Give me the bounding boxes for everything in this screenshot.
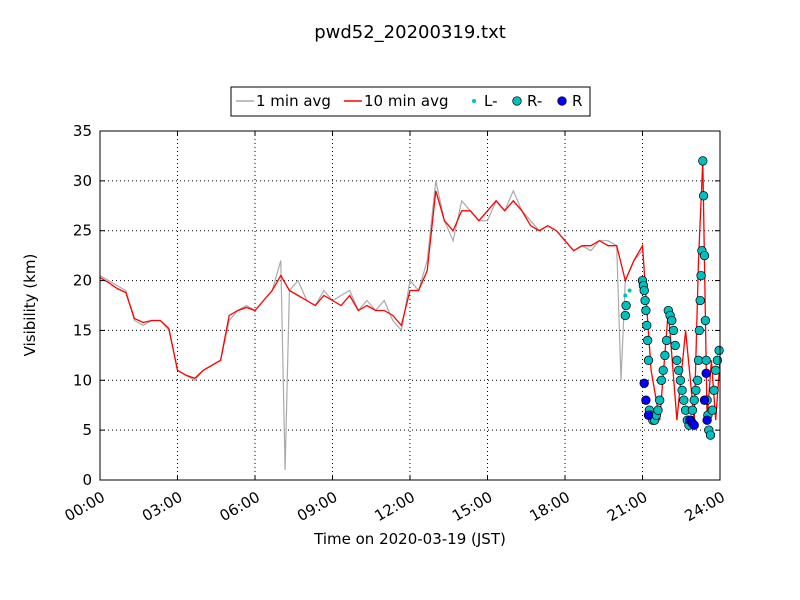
- data-point: [643, 410, 654, 420]
- data-point: [643, 335, 653, 346]
- legend-entry: L-: [472, 92, 498, 110]
- data-point: [642, 320, 652, 331]
- legend-label: 10 min avg: [364, 92, 449, 110]
- legend-label: 1 min avg: [256, 92, 331, 110]
- x-axis-label: Time on 2020-03-19 (JST): [313, 530, 506, 548]
- series-4: [639, 368, 712, 430]
- data-point: [689, 395, 699, 405]
- data-point: [640, 295, 650, 306]
- data-point: [694, 325, 704, 336]
- y-axis-label: Visibility (km): [21, 254, 39, 357]
- y-tick-label: 5: [82, 421, 92, 439]
- data-point: [639, 378, 649, 388]
- data-point: [700, 315, 711, 326]
- series-1: [99, 160, 721, 421]
- data-point: [691, 385, 701, 395]
- data-point: [668, 325, 679, 336]
- data-point: [687, 405, 698, 415]
- data-point: [621, 300, 631, 311]
- data-point: [695, 295, 705, 306]
- legend-entry: R: [557, 92, 582, 110]
- data-point: [667, 315, 677, 326]
- data-point: [707, 405, 717, 415]
- data-point: [656, 375, 667, 385]
- data-point: [620, 310, 630, 321]
- legend-swatch: [557, 96, 567, 106]
- y-tick-label: 20: [73, 272, 92, 290]
- data-point: [698, 191, 709, 201]
- data-point: [661, 335, 672, 346]
- y-tick-label: 0: [82, 471, 92, 489]
- chart-title: pwd52_20200319.txt: [314, 22, 506, 43]
- y-tick-label: 25: [73, 222, 92, 240]
- data-point: [693, 355, 704, 365]
- y-tick-label: 10: [73, 371, 92, 389]
- data-point: [641, 395, 651, 405]
- series-line: [99, 160, 721, 421]
- legend-box: [230, 86, 591, 117]
- data-point: [627, 288, 632, 293]
- data-point: [643, 355, 654, 365]
- data-point: [698, 156, 708, 166]
- legend-swatch: [512, 96, 522, 106]
- legend-entry: 1 min avg: [236, 92, 331, 110]
- data-point: [623, 293, 628, 298]
- data-point: [672, 355, 682, 365]
- data-point: [699, 395, 710, 405]
- legend-entry: 10 min avg: [344, 92, 449, 110]
- data-point: [658, 365, 668, 375]
- grid: [100, 131, 720, 480]
- y-tick-label: 35: [73, 122, 92, 140]
- data-point: [641, 305, 651, 316]
- data-point: [655, 395, 665, 405]
- data-point: [702, 415, 712, 425]
- data-point: [709, 385, 719, 395]
- legend-entry: R-: [512, 92, 542, 110]
- series-2: [623, 288, 632, 298]
- legend-label: L-: [484, 92, 498, 110]
- y-tick-label: 30: [73, 172, 92, 190]
- data-point: [701, 355, 711, 365]
- data-point: [699, 250, 710, 261]
- data-point: [714, 345, 724, 356]
- data-point: [653, 405, 663, 415]
- data-point: [639, 285, 649, 296]
- data-point: [705, 430, 716, 440]
- data-point: [660, 350, 670, 361]
- legend-label: R-: [527, 92, 542, 110]
- data-point: [670, 340, 680, 351]
- data-point: [689, 420, 699, 430]
- series-layer: [99, 156, 724, 471]
- data-point: [677, 385, 687, 395]
- data-point: [675, 375, 686, 385]
- data-point: [679, 395, 689, 405]
- data-point: [674, 365, 684, 375]
- legend-label: R: [572, 92, 582, 110]
- legend-swatch: [472, 99, 476, 103]
- data-point: [701, 368, 711, 378]
- data-point: [696, 270, 706, 281]
- series-3: [620, 156, 724, 440]
- y-tick-label: 15: [73, 321, 92, 339]
- legend: 1 min avg 10 min avg L- R- R: [230, 86, 591, 117]
- data-point: [692, 375, 703, 385]
- data-point: [711, 365, 721, 375]
